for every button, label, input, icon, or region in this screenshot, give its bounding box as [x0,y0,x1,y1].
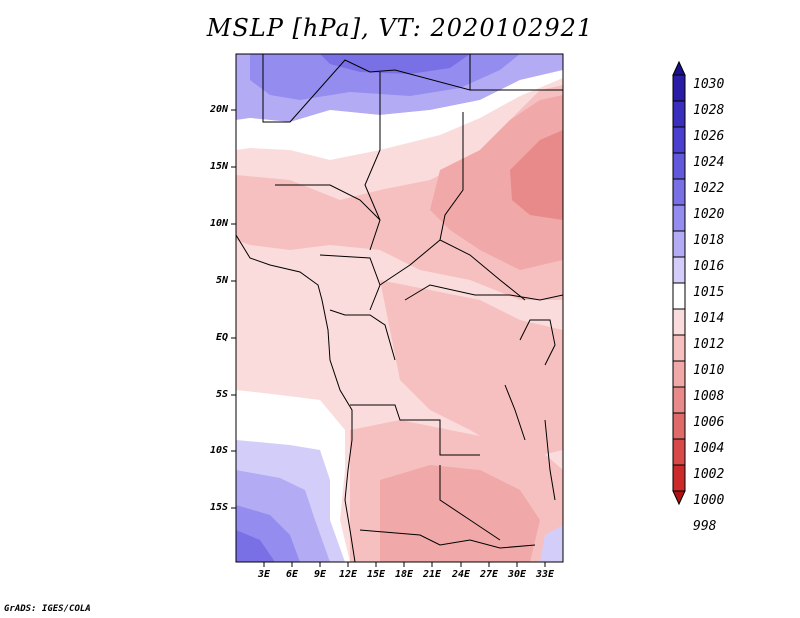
lat-label-10s: 10S [209,445,228,456]
colorbar-label: 1006 [693,415,725,430]
plot-frame [235,53,564,563]
colorbar-segment [672,308,686,336]
colorbar-top-arrow [672,60,686,76]
sudan-low-core [510,130,563,220]
lon-label-27e: 27E [479,569,499,580]
lon-label-21e: 21E [422,569,442,580]
credit-text: GrADS: IGES/COLA [4,604,91,614]
north-high-core [320,54,470,74]
lon-label-3e: 3E [257,569,271,580]
colorbar-segment [672,386,686,414]
colorbar-label: 998 [693,519,717,534]
lon-ticks [263,562,546,567]
lat-label-5s: 5S [215,389,228,400]
colorbar-segment [672,282,686,310]
colorbar-segment [672,256,686,284]
colorbar-label: 1008 [693,389,725,404]
colorbar-bottom-arrow [672,490,686,506]
colorbar-segment [672,100,686,128]
atlantic-high-center [236,530,275,562]
pressure-field [236,54,563,562]
lon-label-24e: 24E [451,569,471,580]
colorbar-label: 1002 [693,467,725,482]
lon-label-9e: 9E [313,569,327,580]
lon-label-30e: 30E [507,569,527,580]
colorbar-label: 1010 [693,363,725,378]
colorbar-label: 1020 [693,207,725,222]
colorbar-label: 1030 [693,77,725,92]
colorbar-segment [672,152,686,180]
north-1015-band [236,70,563,160]
colorbar-label: 1024 [693,155,725,170]
east-low-core [430,95,563,270]
colorbar-segment [672,360,686,388]
lat-label-20n: 20N [209,104,228,115]
colorbar-segment [672,204,686,232]
colorbar-label: 1004 [693,441,725,456]
southeast-high [540,525,563,562]
colorbar-label: 1015 [693,285,725,300]
west-coast [236,234,356,562]
map-title: MSLP [hPa], VT: 2020102921 [206,14,594,42]
colorbar-segment [672,334,686,362]
colorbar-segment [672,126,686,154]
colorbar-segment [672,74,686,102]
colorbar-label: 1022 [693,181,725,196]
colorbar-label: 1026 [693,129,725,144]
congo-low [380,280,563,460]
colorbar-segment [672,464,686,492]
colorbar-segment [672,230,686,258]
borders [236,54,563,562]
lat-ticks [231,109,236,509]
lat-label-eq: EQ [215,332,228,343]
lon-label-18e: 18E [394,569,414,580]
lon-label-6e: 6E [285,569,299,580]
lon-label-15e: 15E [366,569,386,580]
lat-label-15n: 15N [209,161,228,172]
colorbar [672,60,686,506]
colorbar-segment [672,438,686,466]
colorbar-segment [672,412,686,440]
colorbar-segment [672,178,686,206]
lat-label-15s: 15S [209,502,228,513]
lon-label-12e: 12E [338,569,358,580]
colorbar-label: 1014 [693,311,725,326]
lat-label-5n: 5N [215,275,228,286]
colorbar-label: 1000 [693,493,725,508]
colorbar-label: 1028 [693,103,725,118]
lon-label-33e: 33E [535,569,555,580]
colorbar-label: 1012 [693,337,725,352]
lat-label-10n: 10N [209,218,228,229]
colorbar-label: 1018 [693,233,725,248]
colorbar-label: 1016 [693,259,725,274]
